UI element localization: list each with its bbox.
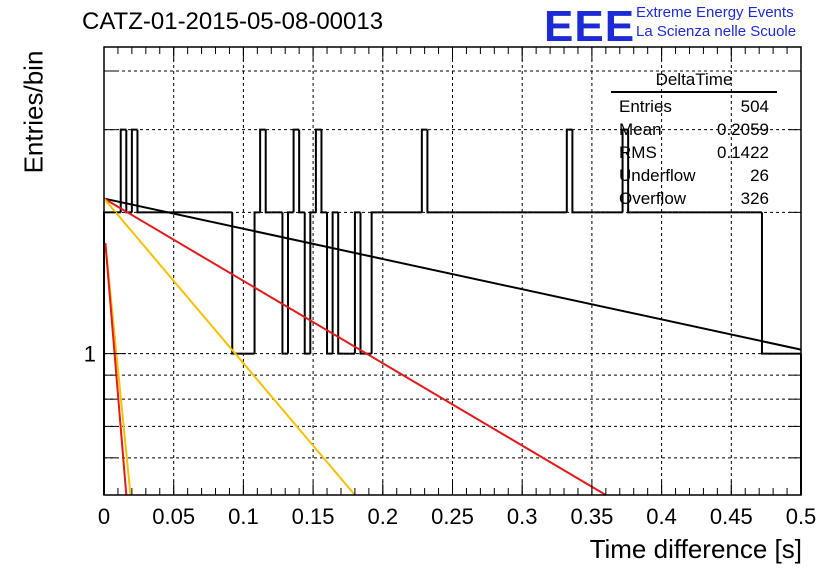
logo-line-1: Extreme Energy Events [636, 4, 794, 21]
x-tick-label: 0.4 [646, 504, 677, 529]
histogram-bin [370, 211, 378, 354]
x-tick-label: 0 [98, 504, 110, 529]
histogram-bin [565, 128, 573, 213]
stats-label: Mean [619, 120, 662, 139]
histogram-bin [253, 211, 261, 354]
histogram-bin [309, 211, 316, 354]
histogram-bin [359, 212, 367, 355]
histogram-bin [571, 129, 578, 214]
histogram-bin [353, 211, 361, 354]
histogram-bin [320, 129, 328, 214]
logo-line-2: La Scienza nelle Scuole [636, 23, 797, 40]
histogram-bin [264, 129, 272, 214]
histogram-bin [231, 212, 238, 355]
histogram-bin [136, 129, 144, 214]
histogram-bin [420, 128, 428, 213]
x-tick-label: 0.5 [786, 504, 817, 529]
histogram-bin [119, 128, 127, 213]
stats-value: 26 [750, 166, 769, 185]
stats-row-mean: Mean 0.2059 [611, 118, 777, 141]
histogram-bin [298, 129, 305, 214]
histogram-bin [287, 211, 294, 354]
x-tick-label: 0.25 [431, 504, 474, 529]
stats-value: 0.1422 [717, 143, 769, 162]
fit-line [103, 197, 607, 496]
fit-lines [103, 197, 802, 496]
x-tick-label: 0.05 [152, 504, 195, 529]
x-tick-label: 0.2 [368, 504, 399, 529]
x-tick-label: 0.1 [228, 504, 259, 529]
stats-row-overflow: Overflow 326 [611, 187, 777, 210]
stats-row-entries: Entries 504 [611, 95, 777, 118]
stats-value: 504 [740, 97, 769, 116]
stats-label: RMS [619, 143, 657, 162]
histogram-bin [314, 128, 322, 213]
stats-box: DeltaTime Entries 504 Mean 0.2059 RMS 0.… [611, 70, 777, 210]
histogram-bin [621, 128, 629, 213]
y-axis-label: Entries/bin [18, 50, 49, 174]
x-tick-label: 0.45 [710, 504, 753, 529]
x-tick-label: 0.3 [507, 504, 538, 529]
stats-label: Overflow [619, 189, 687, 208]
chart-title: CATZ-01-2015-05-08-00013 [82, 8, 384, 35]
histogram-bin [130, 128, 138, 213]
fit-line [103, 197, 356, 496]
fit-line [104, 243, 128, 496]
x-tick-label: 0.15 [292, 504, 335, 529]
histogram-bin [292, 128, 300, 213]
fit-line [103, 197, 802, 351]
histogram-bin [326, 212, 333, 355]
x-tick-label: 0.35 [570, 504, 613, 529]
stats-value: 0.2059 [717, 120, 769, 139]
histogram-bin [337, 212, 344, 355]
y-tick-label: 1 [84, 342, 96, 367]
stats-title: DeltaTime [611, 70, 777, 93]
stats-label: Underflow [619, 166, 696, 185]
stats-row-rms: RMS 0.1422 [611, 141, 777, 164]
stats-row-underflow: Underflow 26 [611, 164, 777, 187]
histogram-bin [281, 212, 289, 355]
histogram-bin [426, 129, 433, 214]
eee-logo: EEE [544, 2, 636, 51]
histogram-bin [627, 129, 634, 214]
stats-value: 326 [740, 189, 769, 208]
axis-ticks: 0 0.05 0.1 0.15 0.2 0.25 0.3 0.35 0.4 0.45 0.5 1 [84, 47, 817, 529]
histogram-bin [331, 211, 339, 354]
histogram-bin [303, 212, 311, 355]
stats-label: Entries [619, 97, 672, 116]
x-axis-label: Time difference [s] [589, 534, 802, 564]
histogram-bin [259, 128, 266, 213]
histogram-bin [760, 212, 768, 355]
